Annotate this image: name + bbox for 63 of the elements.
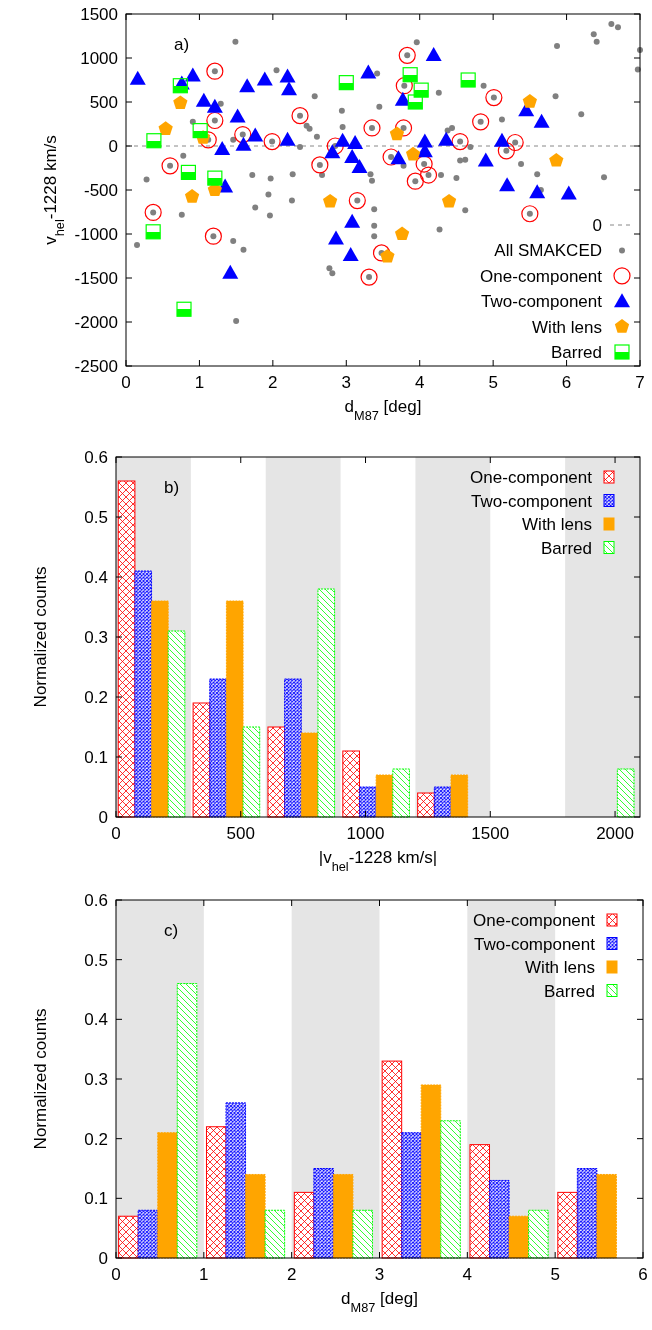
x-tick-label: 4 [414,373,425,392]
annotation: a) [174,35,190,54]
y-tick-label: 0.3 [84,1070,108,1089]
x-axis-title: d$_{M87}$ [deg] [344,397,422,423]
x-tick-label: 3 [374,1265,385,1284]
x-axis-title: d$_{M87}$ [deg] [341,1289,418,1315]
y-tick-label: 0.2 [84,688,108,707]
y-axis-title: Normalized counts [31,1008,50,1150]
y-tick-label: 0 [108,137,118,156]
y-tick-label: 0.2 [84,1129,108,1149]
x-tick-label: 0 [121,373,131,392]
y-tick-label: 0.4 [84,1010,108,1030]
y-tick-label: 1000 [80,49,118,68]
x-tick-label: 5 [488,373,498,392]
y-tick-label: -500 [83,181,118,200]
y-tick-label: 0.3 [84,628,108,647]
x-tick-label: 5 [550,1265,560,1284]
legend-label: Two-component [471,491,593,511]
legend-label: All SMAKCED [494,241,602,261]
x-tick-label: 7 [635,373,645,392]
y-tick-label: 0.5 [84,508,108,527]
legend-label: One-component [473,911,596,930]
y-tick-label: -2000 [74,313,118,332]
legend-label: 0 [592,216,602,235]
x-tick-label: 6 [561,373,572,392]
y-tick-label: 0.6 [84,448,108,467]
annotation: b) [164,478,180,497]
legend-label: With lens [522,515,592,534]
x-tick-label: 2 [268,373,278,392]
y-tick-label: 0 [98,1249,108,1268]
y-tick-label: -1500 [74,269,118,288]
legend-label: Barred [543,981,595,1001]
y-tick-label: 0.1 [84,748,108,767]
legend-label: One-component [480,266,603,286]
x-tick-label: 1 [194,373,205,392]
x-tick-label: 500 [226,824,255,843]
legend-label: One-component [470,468,593,487]
legend-label: Two-component [474,934,596,954]
y-axis-title: Normalized counts [31,566,50,708]
y-tick-label: 1500 [80,5,118,24]
y-tick-label: 0.1 [84,1189,108,1209]
y-tick-label: 500 [89,93,118,112]
x-tick-label: 3 [341,373,352,392]
legend-label: With lens [532,317,602,337]
legend-label: Two-component [481,292,603,312]
x-tick-label: 1 [199,1265,209,1284]
y-tick-label: 0.4 [84,568,108,587]
x-tick-label: 4 [462,1265,473,1284]
x-axis-title: |v$_{hel}$-1228 km/s| [318,848,438,874]
legend-label: Barred [550,343,602,362]
y-tick-label: -1000 [74,225,118,244]
x-tick-label: 6 [638,1265,648,1284]
x-tick-label: 1000 [346,824,385,843]
legend-label: With lens [525,958,595,977]
x-tick-label: 2 [286,1265,297,1284]
legend-label: Barred [540,538,592,558]
x-tick-label: 1500 [471,824,510,843]
y-tick-label: 0 [98,808,108,827]
y-tick-label: 0.6 [84,891,108,910]
annotation: c) [164,921,179,940]
y-tick-label: 0.5 [84,950,108,970]
y-tick-label: -2500 [74,357,118,376]
x-tick-label: 2000 [596,824,634,843]
